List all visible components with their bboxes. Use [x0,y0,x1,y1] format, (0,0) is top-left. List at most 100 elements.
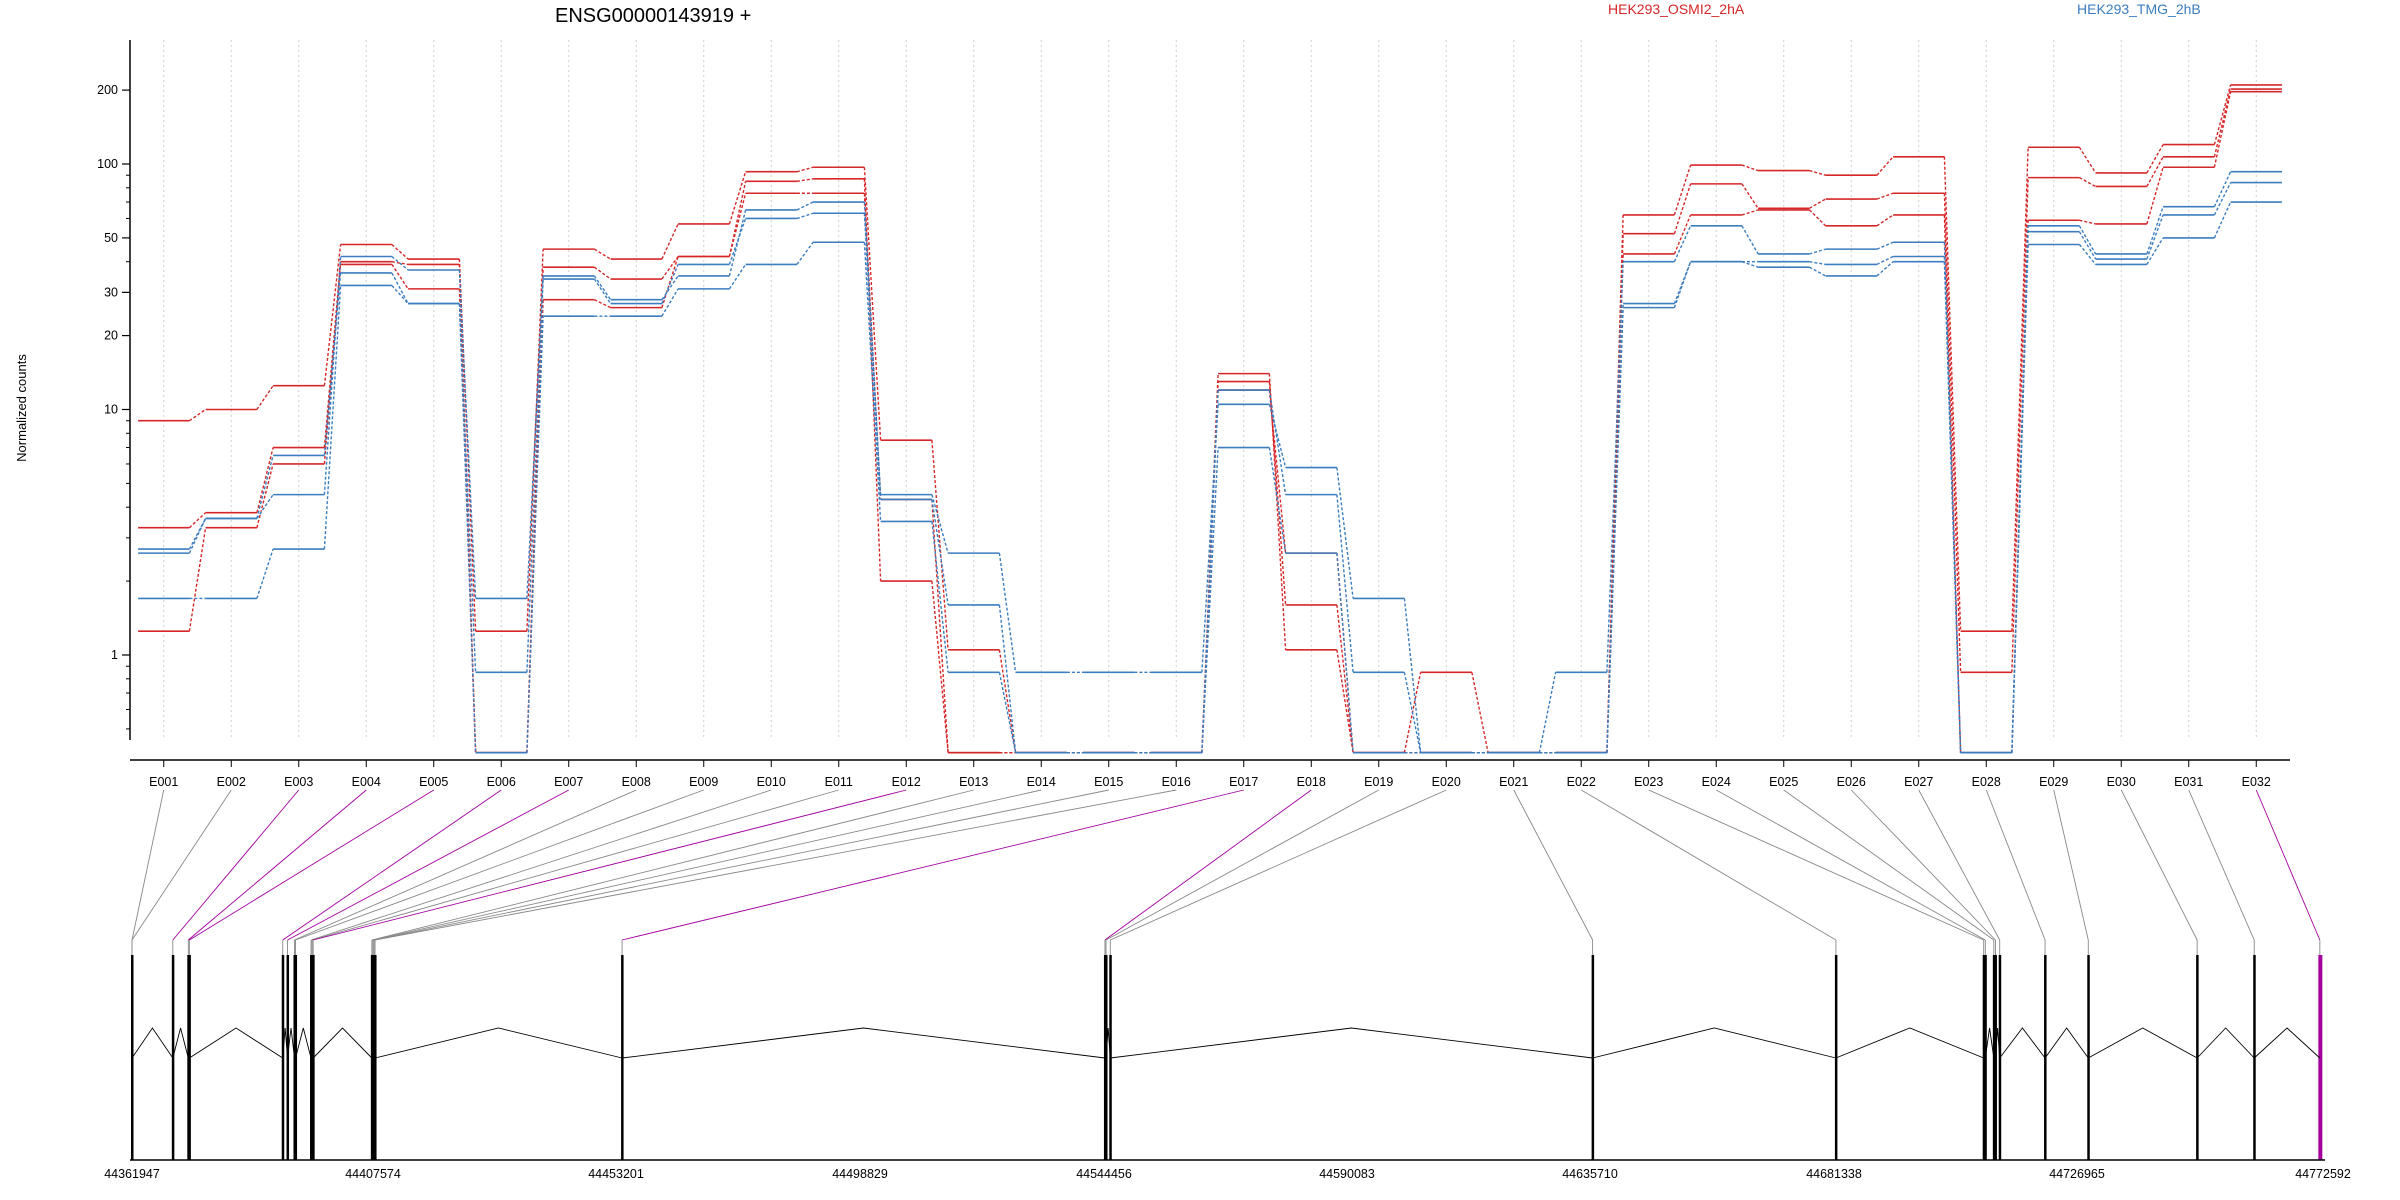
series-connector [593,266,612,280]
series-connector [863,213,882,500]
series-connector [796,201,814,211]
series-connector [391,255,409,271]
x-tick-label: E007 [554,775,583,789]
series-connector [1741,183,1759,209]
intron-chevron [1592,1027,1837,1059]
x-tick-label: E001 [149,775,178,789]
series-connector [1809,261,1826,266]
intron-chevron [622,1027,1106,1059]
series-connector [2011,244,2029,753]
series-connector [728,218,747,265]
x-tick-label: E030 [2107,775,2136,789]
series-connector [188,518,207,554]
series-connector [1673,214,1692,255]
x-tick-label: E011 [825,775,853,789]
exon-connector [311,789,839,941]
genomic-tick-label: 44635710 [1562,1167,1618,1181]
series-connector [1673,261,1692,308]
gridlines [163,40,2257,740]
intron-chevron [1994,1027,2001,1059]
y-tick-label: 100 [97,157,118,171]
series-connector [931,494,949,554]
series-connector [1606,261,1624,673]
series-connector [323,256,342,495]
intron-chevron [1104,1027,1107,1059]
series-connector [2146,237,2164,265]
intron-chevron [131,1027,174,1059]
series-connector [931,499,949,605]
series-connector [391,243,409,260]
exon-connector [1716,789,1986,941]
exon-connector [282,789,502,941]
series-connector [2078,146,2097,174]
series-connector [998,604,1017,753]
exon-connector [1513,789,1594,941]
series-connector [323,244,342,386]
series-connector [1673,164,1692,216]
series-connector [256,447,274,513]
y-tick-label: 1 [111,648,118,662]
intron-chevron [187,1027,190,1059]
series-connector [2213,88,2232,157]
series-connector [2011,177,2029,673]
x-tick-label: E016 [1162,775,1191,789]
series-connector [1809,266,1826,277]
intron-chevron [295,1027,312,1059]
gene-model: 44361947 44407574 44453201 44498829 44544456… [104,955,2351,1181]
series-connector [1606,307,1624,753]
genomic-tick-label: 44544456 [1076,1167,1132,1181]
exon-connector [1581,789,1837,941]
series-connector [1876,241,1894,250]
series-connector [1943,193,1962,673]
genomic-tick-label: 44498829 [832,1167,888,1181]
exon-connector [1648,789,1984,941]
intron-chevron [2044,1027,2089,1059]
y-tick-label: 30 [104,285,118,299]
series-connector [2011,147,2029,632]
series-connector [1943,261,1962,753]
exon-connector [313,789,907,941]
series-connector [1673,183,1692,234]
axes-layer: 1 10 20 30 50 100 200 E001 E002 E003 E004 E005 E006 E… [97,40,2290,789]
exon-connector [373,789,1109,941]
series-connector [1268,389,1287,554]
x-tick-label: E014 [1027,775,1056,789]
series-connector [2079,177,2096,188]
x-tick-label: E032 [2242,775,2271,789]
legend-entry-osmi2: HEK293_OSMI2_2hA [1608,1,1745,17]
exon-connector [374,789,1177,941]
series-connector [593,278,612,304]
series-connector [2011,225,2029,753]
series-connector [2078,225,2097,255]
x-tick-label: E029 [2039,775,2068,789]
series-connector [188,512,207,529]
series-connector [1876,261,1894,277]
intron-chevron [294,1027,296,1059]
intron-chevron [1993,1027,1996,1059]
genomic-tick-label: 44772592 [2295,1167,2351,1181]
genomic-tick-label: 44590083 [1319,1167,1375,1181]
x-tick-label: E023 [1634,775,1663,789]
exon-connector [310,789,772,941]
intron-chevron [2196,1027,2255,1059]
series-connector [458,303,477,753]
y-tick-label: 20 [104,329,118,343]
series-connector [1673,225,1692,262]
genomic-tick-label: 44361947 [104,1167,160,1181]
series-connector [931,521,949,673]
exon-connector [294,789,637,941]
x-tick-label: E024 [1702,775,1731,789]
x-tick-label: E018 [1297,775,1326,789]
series-connector [796,178,814,183]
exon-connector [621,789,1244,941]
series-connector [189,408,206,422]
series-connector [1876,214,1894,227]
x-tick-label: E015 [1094,775,1123,789]
x-tick-label: E006 [487,775,516,789]
series-connector [728,193,747,257]
exon-connector [2255,789,2321,941]
series-connector [323,285,342,550]
series-connector [2146,144,2164,174]
series-connector [863,167,882,441]
x-tick-label: E010 [757,775,786,789]
